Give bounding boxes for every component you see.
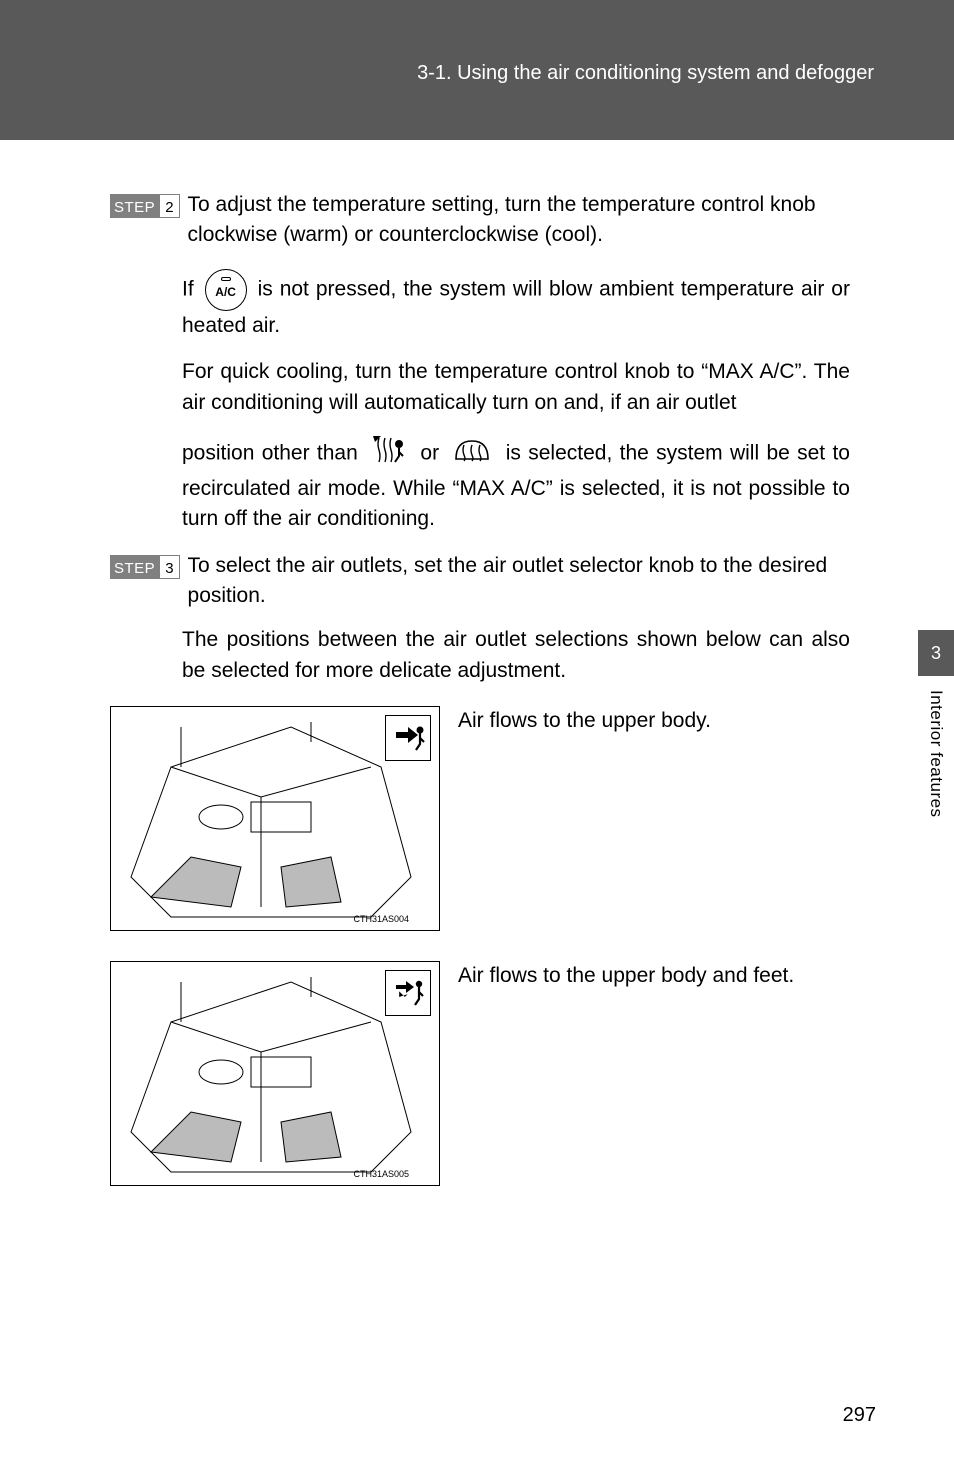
step-2-row: STEP 2 To adjust the temperature setting…: [110, 190, 850, 251]
step-2-p3-b: or: [420, 441, 446, 464]
step-3-subtext: The positions between the air outlet sel…: [182, 625, 850, 686]
step-3-sub: The positions between the air outlet sel…: [182, 625, 850, 686]
ac-button-label: A/C: [206, 284, 246, 301]
figure-2-box: CTH31AS005: [110, 961, 440, 1186]
figure-1-code: CTH31AS004: [353, 913, 409, 926]
figure-1-row: CTH31AS004 Air flows to the upper body.: [110, 706, 850, 931]
step-2-p1-b: is not pressed, the system will blow amb…: [182, 277, 850, 336]
chapter-number: 3: [931, 643, 941, 664]
page-content: STEP 2 To adjust the temperature setting…: [110, 190, 850, 1186]
chapter-tab: 3: [918, 630, 954, 676]
face-mode-icon: [385, 715, 431, 761]
step-2-p2: For quick cooling, turn the temperature …: [182, 357, 850, 418]
header-band: 3-1. Using the air conditioning system a…: [0, 0, 954, 140]
step-3-number: 3: [159, 555, 179, 579]
figure-2-code: CTH31AS005: [353, 1168, 409, 1181]
step-3-row: STEP 3 To select the air outlets, set th…: [110, 551, 850, 612]
step-label: STEP: [110, 555, 159, 579]
ac-button-icon: A/C: [205, 269, 247, 311]
step-2-badge: STEP 2: [110, 194, 180, 218]
step-3-main: To select the air outlets, set the air o…: [188, 551, 850, 612]
figure-1-box: CTH31AS004: [110, 706, 440, 931]
step-2-p3: position other than or: [182, 434, 850, 534]
chapter-title: Interior features: [926, 690, 946, 818]
floor-defrost-mode-icon: [371, 434, 407, 473]
ac-led-icon: [221, 277, 231, 281]
step-3-badge: STEP 3: [110, 555, 180, 579]
bilevel-mode-icon: [385, 970, 431, 1016]
step-label: STEP: [110, 194, 159, 218]
section-title: 3-1. Using the air conditioning system a…: [417, 62, 874, 85]
step-2-number: 2: [159, 194, 179, 218]
step-2-p3-a: position other than: [182, 441, 365, 464]
page-number: 297: [843, 1404, 876, 1427]
figure-2-row: CTH31AS005 Air flows to the upper body a…: [110, 961, 850, 1186]
step-2-p1: If A/C is not pressed, the system will b…: [182, 269, 850, 341]
figure-2-caption: Air flows to the upper body and feet.: [458, 961, 850, 991]
figure-1-caption: Air flows to the upper body.: [458, 706, 850, 736]
step-2-details: If A/C is not pressed, the system will b…: [182, 269, 850, 535]
step-2-main: To adjust the temperature setting, turn …: [188, 190, 850, 251]
step-2-p1-a: If: [182, 277, 201, 300]
defrost-mode-icon: [452, 435, 492, 472]
